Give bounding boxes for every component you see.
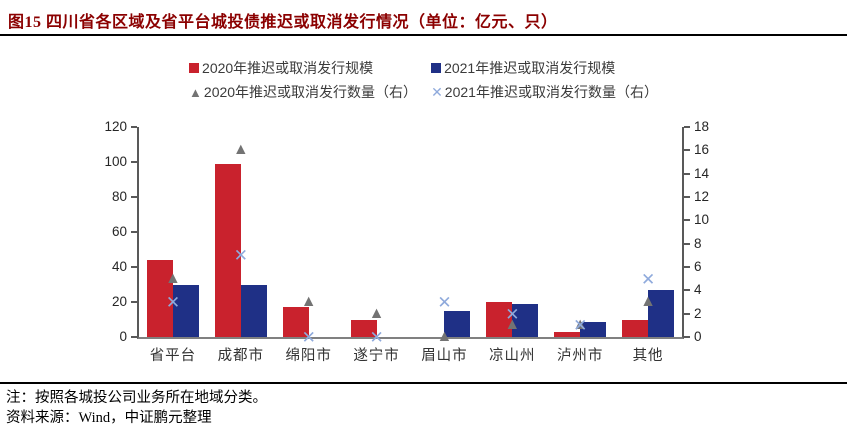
category-label: 泸州市	[556, 348, 604, 364]
right-axis-label: 12	[694, 189, 710, 204]
bar-pair	[554, 322, 607, 337]
category-label: 遂宁市	[353, 348, 400, 364]
right-axis-tick	[684, 336, 690, 338]
legend-label: 2021年推迟或取消发行规模	[444, 60, 616, 76]
category-label: 眉山市	[421, 348, 468, 364]
bar-pair	[622, 289, 675, 337]
left-axis-label: 120	[104, 119, 127, 134]
legend-item: ✕ 2021年推迟或取消发行数量（右）	[431, 82, 658, 102]
category-group: ▲ ✕ 绵阳市	[275, 127, 343, 364]
bar-groups: ▲ ✕ 省平台 ▲ ✕ 成都市 ▲ ✕ 绵阳市 ▲ ✕ 遂宁市 ▲ ✕ 眉山市 ▲ ✕ 凉山州 ▲ ✕ 泸州市 ▲ ✕ 其他	[139, 127, 682, 364]
right-axis-label: 4	[694, 282, 702, 298]
bar-2020	[554, 331, 581, 337]
left-axis-tick	[131, 266, 137, 268]
legend-square-icon	[189, 63, 200, 73]
page-title: 图15 四川省各区域及省平台城投债推迟或取消发行情况（单位：亿元、只）	[8, 14, 558, 31]
category-label: 省平台	[149, 348, 197, 364]
plot-area: ▲ ✕ 省平台 ▲ ✕ 成都市 ▲ ✕ 绵阳市 ▲ ✕ 遂宁市 ▲ ✕ 眉山市 ▲ ✕ 凉山州 ▲ ✕ 泸州市 ▲ ✕ 其他 …	[104, 119, 709, 364]
left-axis-tick	[131, 126, 137, 128]
bar-2020	[486, 302, 513, 337]
bar-pair	[350, 319, 403, 337]
bar-2021	[580, 322, 607, 337]
right-axis-label: 0	[694, 329, 702, 344]
right-axis-tick	[684, 172, 690, 175]
chart-legend: 2020年推迟或取消发行规模 2021年推迟或取消发行规模 ▲ 2020年推迟或取消发…	[0, 58, 847, 102]
category-group: ▲ ✕ 其他	[614, 127, 682, 364]
bar-2021	[444, 310, 471, 337]
legend-x-icon: ✕	[431, 83, 443, 100]
bar-pair	[486, 302, 539, 337]
left-axis-label: 80	[111, 189, 127, 204]
legend-triangle-icon: ▲	[189, 84, 202, 100]
bar-2020	[214, 163, 241, 337]
category-label: 其他	[632, 348, 664, 364]
legend-item: 2021年推迟或取消发行规模	[431, 58, 615, 78]
bar-pair	[418, 310, 471, 337]
legend-item: ▲ 2020年推迟或取消发行数量（右）	[189, 82, 417, 102]
right-axis-tick	[684, 242, 690, 245]
category-group: ▲ ✕ 成都市	[207, 127, 275, 364]
bar-2021	[240, 284, 267, 337]
right-axis-label: 16	[694, 142, 710, 158]
notes-block: 注：按照各城投公司业务所在地域分类。 资料来源：Wind，中证鹏元整理	[0, 382, 847, 428]
left-axis-tick	[131, 231, 137, 233]
right-axis-tick	[684, 289, 690, 292]
left-axis-tick	[131, 336, 137, 338]
category-label: 凉山州	[489, 348, 536, 364]
bar-2021	[172, 284, 199, 337]
left-axis-label: 40	[111, 259, 127, 274]
legend-square-icon	[431, 63, 442, 73]
legend-label: 2020年推迟或取消发行数量（右）	[203, 84, 418, 100]
right-axis-label: 10	[694, 212, 710, 228]
right-axis-tick	[684, 219, 690, 222]
category-label: 成都市	[217, 348, 265, 364]
left-axis-tick	[131, 196, 137, 198]
bar-2021	[648, 289, 675, 337]
bar-2020	[282, 307, 309, 337]
category-label: 绵阳市	[285, 348, 332, 364]
source-text: 资料来源：Wind，中证鹏元整理	[6, 410, 212, 426]
x-marker-2021: ✕	[437, 293, 452, 312]
right-axis-tick	[684, 149, 690, 152]
right-axis-tick	[684, 312, 690, 315]
right-axis-label: 8	[694, 235, 702, 251]
right-axis-label: 14	[694, 165, 710, 181]
bar-2020	[350, 319, 377, 337]
category-group: ▲ ✕ 凉山州	[478, 127, 546, 364]
left-axis-label: 20	[111, 294, 127, 309]
right-axis-tick	[684, 126, 690, 128]
bar-pair	[214, 163, 267, 337]
note-text: 注：按照各城投公司业务所在地域分类。	[6, 390, 267, 406]
bar-2021	[512, 303, 539, 337]
legend-item: 2020年推迟或取消发行规模	[189, 58, 373, 78]
left-axis-label: 60	[111, 224, 127, 239]
bar-2020	[146, 260, 173, 337]
category-group: ▲ ✕ 省平台	[139, 127, 207, 364]
left-axis-tick	[131, 301, 137, 303]
right-axis-label: 2	[694, 305, 702, 321]
legend-label: 2020年推迟或取消发行规模	[202, 60, 374, 76]
bar-pair	[146, 260, 199, 337]
left-axis-tick	[131, 161, 137, 163]
right-axis-tick	[684, 266, 690, 268]
bar-2020	[622, 319, 649, 337]
left-axis-label: 0	[119, 329, 127, 344]
legend-label: 2021年推迟或取消发行数量（右）	[444, 84, 658, 100]
right-axis-label: 18	[694, 119, 710, 134]
bar-pair	[282, 307, 335, 337]
right-axis-label: 6	[694, 259, 702, 274]
left-axis-label: 100	[104, 154, 127, 169]
category-group: ▲ ✕ 眉山市	[411, 127, 479, 364]
right-axis-tick	[684, 196, 690, 198]
triangle-marker-2020: ▲	[232, 141, 249, 159]
x-marker-2021: ✕	[640, 269, 656, 289]
figure-title-bar: 图15 四川省各区域及省平台城投债推迟或取消发行情况（单位：亿元、只）	[0, 0, 847, 36]
category-group: ▲ ✕ 泸州市	[546, 127, 614, 364]
category-group: ▲ ✕ 遂宁市	[343, 127, 411, 364]
